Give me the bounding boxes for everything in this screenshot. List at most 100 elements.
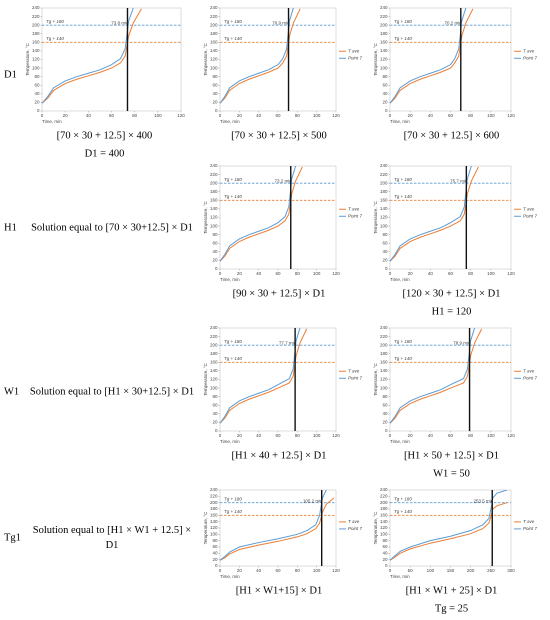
- reference-label: Tg + 140: [394, 36, 412, 41]
- y-tick-label: 220: [32, 14, 40, 19]
- y-tick-label: 100: [380, 385, 388, 390]
- y-tick-label: 100: [210, 385, 218, 390]
- y-tick-label: 0: [215, 428, 218, 433]
- y-tick-label: 60: [382, 240, 388, 245]
- y-tick-label: 0: [385, 266, 388, 271]
- x-tick-label: 100: [154, 113, 162, 118]
- y-tick-label: 200: [380, 180, 388, 185]
- legend-label: Point 7: [348, 55, 363, 60]
- reference-label: Tg + 140: [394, 194, 412, 199]
- x-tick-label: 60: [275, 568, 281, 573]
- x-tick-label: 80: [295, 568, 301, 573]
- series-line: [220, 497, 335, 561]
- x-tick-label: 60: [109, 113, 115, 118]
- y-tick-label: 200: [380, 500, 388, 505]
- x-tick-label: 60: [275, 271, 281, 276]
- y-tick-label: 240: [210, 5, 218, 10]
- reference-label: Tg + 140: [224, 36, 242, 41]
- y-tick-label: 160: [210, 198, 218, 203]
- y-tick-label: 160: [380, 513, 388, 518]
- row-text: Solution equal to [H1 × 30+12.5] × D1: [30, 386, 194, 397]
- x-tick-label: 0: [219, 433, 222, 438]
- y-tick-label: 0: [385, 428, 388, 433]
- x-tick-label: 20: [237, 113, 243, 118]
- y-tick-label: 40: [212, 249, 218, 254]
- y-tick-label: 100: [380, 532, 388, 537]
- legend-label: Point 7: [348, 526, 363, 531]
- marker-label: 73.8 min: [111, 21, 129, 26]
- y-tick-label: 60: [212, 82, 218, 87]
- x-tick-label: 60: [448, 271, 454, 276]
- y-tick-label: 240: [210, 163, 218, 168]
- x-tick-label: 0: [219, 113, 222, 118]
- series-line: [220, 8, 294, 104]
- marker-label: 73.2 min: [274, 179, 292, 184]
- y-tick-label: 140: [380, 206, 388, 211]
- y-tick-label: 120: [380, 525, 388, 530]
- y-tick-label: 220: [380, 334, 388, 339]
- y-tick-label: 120: [32, 57, 40, 62]
- chart-caption: [H1 × 40 + 12.5] × D1: [231, 450, 326, 461]
- y-tick-label: 100: [210, 65, 218, 70]
- y-tick-label: 40: [382, 91, 388, 96]
- series-line: [390, 8, 474, 104]
- y-tick-label: 60: [212, 402, 218, 407]
- x-tick-label: 120: [332, 271, 340, 276]
- y-tick-label: 140: [380, 48, 388, 53]
- x-tick-label: 40: [256, 433, 262, 438]
- y-tick-label: 40: [382, 411, 388, 416]
- y-tick-label: 160: [380, 360, 388, 365]
- y-tick-label: 40: [382, 249, 388, 254]
- chart-caption: D1 = 400: [85, 148, 125, 159]
- x-tick-label: 100: [313, 568, 321, 573]
- y-tick-label: 80: [382, 538, 388, 543]
- row-label: W1: [4, 386, 19, 397]
- x-tick-label: 0: [219, 568, 222, 573]
- y-tick-label: 240: [380, 5, 388, 10]
- x-axis-label: Time, min: [390, 277, 410, 282]
- x-tick-label: 0: [389, 568, 392, 573]
- x-tick-label: 0: [389, 433, 392, 438]
- y-tick-label: 220: [210, 494, 218, 499]
- y-tick-label: 140: [210, 48, 218, 53]
- y-axis-label: Temperature, °C: [203, 200, 208, 234]
- y-axis-label: Temperature, °C: [373, 200, 378, 234]
- y-tick-label: 160: [380, 40, 388, 45]
- x-tick-label: 60: [448, 113, 454, 118]
- legend-label: T ave: [348, 368, 360, 373]
- x-tick-label: 20: [408, 113, 414, 118]
- marker-label: 105.2 min: [303, 499, 323, 504]
- y-tick-label: 0: [215, 266, 218, 271]
- x-tick-label: 80: [468, 433, 474, 438]
- series-line: [390, 328, 483, 424]
- y-tick-label: 100: [210, 532, 218, 537]
- y-axis-label: Temperature, °C: [373, 362, 378, 396]
- reference-label: Tg + 180: [224, 19, 242, 24]
- y-tick-label: 240: [210, 325, 218, 330]
- y-tick-label: 240: [210, 487, 218, 492]
- x-axis-label: Time, min: [220, 574, 240, 579]
- reference-label: Tg + 140: [224, 509, 242, 514]
- y-tick-label: 180: [210, 31, 218, 36]
- y-tick-label: 140: [32, 48, 40, 53]
- y-tick-label: 240: [380, 163, 388, 168]
- y-tick-label: 120: [210, 57, 218, 62]
- x-tick-label: 250: [487, 568, 495, 573]
- x-tick-label: 100: [427, 568, 435, 573]
- y-tick-label: 180: [210, 506, 218, 511]
- y-tick-label: 220: [380, 172, 388, 177]
- x-tick-label: 40: [256, 113, 262, 118]
- reference-label: Tg + 180: [394, 496, 412, 501]
- y-tick-label: 220: [380, 494, 388, 499]
- x-tick-label: 120: [507, 271, 515, 276]
- legend-label: Point 7: [523, 526, 538, 531]
- y-tick-label: 200: [380, 22, 388, 27]
- y-tick-label: 40: [382, 551, 388, 556]
- y-tick-label: 180: [380, 351, 388, 356]
- y-tick-label: 60: [34, 82, 40, 87]
- y-tick-label: 60: [212, 240, 218, 245]
- row-label: Tg1: [4, 532, 21, 543]
- y-tick-label: 200: [210, 22, 218, 27]
- y-tick-label: 160: [210, 40, 218, 45]
